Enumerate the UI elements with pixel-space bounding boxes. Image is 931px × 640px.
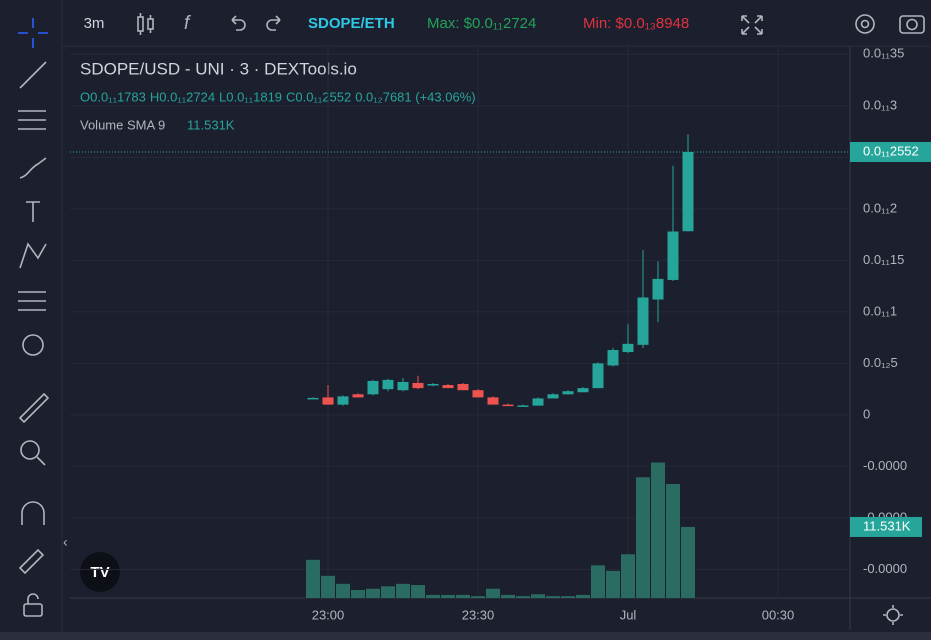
volume-bar — [546, 596, 560, 598]
y-tick-label: 0.0₁₁3 — [863, 97, 897, 112]
interval-button[interactable]: 3m — [84, 15, 105, 32]
candle-body — [307, 397, 319, 400]
indicators-icon[interactable]: f — [184, 13, 191, 34]
y-tick-label: 0.0₁₁35 — [863, 46, 904, 61]
volume-bar — [411, 585, 425, 598]
candles-icon[interactable] — [137, 13, 154, 35]
volume-bar — [681, 526, 695, 598]
x-tick-label: 23:00 — [312, 607, 345, 622]
legend-change: 0.0₁₂7681 (+43.06%) — [355, 89, 475, 104]
y-tick-label: 0.0₁₁2 — [863, 200, 897, 215]
y-tick-label: 0.0₁₁1 — [863, 303, 897, 318]
volume-bar — [351, 589, 365, 598]
legend-symbol: SDOPE/USD - UNI · 3 · DEXTools.io — [80, 59, 357, 78]
candle-body — [427, 384, 439, 386]
volume-bar — [336, 583, 350, 598]
volume-bar — [561, 596, 575, 598]
tv-logo — [80, 552, 120, 592]
volume-box — [850, 516, 922, 537]
x-tick-label: 23:30 — [462, 607, 495, 622]
y-tick-label: -0.0000 — [863, 561, 907, 576]
volume-bar — [651, 462, 665, 598]
candle-body — [472, 390, 484, 398]
y-tick-label: -0.0000 — [863, 458, 907, 473]
tv-logo-text: TV — [90, 564, 109, 581]
candle-body — [517, 405, 529, 407]
volume-bar — [666, 484, 680, 598]
x-tick-label: 00:30 — [762, 607, 795, 622]
collapse-arrow[interactable]: ‹ — [63, 534, 68, 550]
volume-bar — [321, 575, 335, 598]
fullscreen-icon[interactable] — [741, 15, 763, 35]
candle-body — [682, 151, 694, 232]
candle-body — [442, 385, 454, 389]
legend-low: L0.0₁₁1819 — [219, 89, 282, 104]
volume-bar — [396, 583, 410, 598]
volume-bar — [606, 570, 620, 598]
redo-icon[interactable] — [266, 15, 281, 31]
volume-bar — [501, 594, 515, 598]
volume-bar — [591, 565, 605, 598]
pair-link[interactable]: SDOPE/ETH — [308, 15, 395, 32]
crosshair-icon[interactable] — [18, 18, 48, 48]
volume-bar — [426, 594, 440, 598]
candle-body — [487, 397, 499, 405]
min-price: Min: $0.0₁₃8948 — [583, 15, 689, 32]
candle-body — [382, 379, 394, 390]
y-tick-label: 0.0₁₁15 — [863, 252, 904, 267]
bottom-bar — [0, 632, 931, 640]
undo-icon[interactable] — [231, 15, 246, 31]
candle-body — [652, 278, 664, 300]
volume-bar — [516, 596, 530, 598]
candle-body — [607, 350, 619, 366]
candle-body — [322, 397, 334, 405]
screenshot-icon[interactable] — [899, 15, 925, 34]
volume-bar — [471, 596, 485, 598]
candle-body — [337, 396, 349, 405]
volume-bar — [366, 588, 380, 598]
drawing-tools[interactable] — [18, 61, 50, 617]
volume-bar — [441, 594, 455, 598]
last-price-label: 0.0₁₁2552 — [863, 143, 919, 158]
x-tick-label: Jul — [620, 607, 637, 622]
candle-body — [637, 297, 649, 345]
candle-body — [352, 394, 364, 398]
last-price-box — [850, 141, 931, 162]
candle-body — [457, 384, 469, 391]
volume-bar — [621, 554, 635, 598]
volume-bar — [381, 586, 395, 598]
candle-body — [502, 404, 514, 407]
y-tick-label: 0 — [863, 406, 870, 421]
y-tick-label: 0.0₁₂5 — [863, 355, 898, 370]
candle-body — [622, 343, 634, 353]
grid — [70, 44, 850, 598]
candle-body — [367, 380, 379, 395]
volume-bar — [636, 477, 650, 598]
candle-body — [592, 363, 604, 389]
volume-bar — [531, 594, 545, 598]
legend-high: H0.0₁₁2724 — [150, 89, 215, 104]
volume-bar — [486, 588, 500, 598]
volume-bar — [456, 594, 470, 598]
candle-body — [412, 382, 424, 389]
legend-close: C0.0₁₁2552 — [286, 89, 351, 104]
candle-body — [577, 388, 589, 393]
volume-legend-name: Volume SMA 9 — [80, 117, 165, 132]
candle-body — [397, 381, 409, 391]
settings-icon[interactable] — [855, 14, 875, 34]
candle-body — [547, 394, 559, 399]
candle-body — [532, 398, 544, 406]
axis-settings[interactable] — [883, 605, 903, 625]
candle-body — [667, 231, 679, 280]
volume-bar — [306, 559, 320, 598]
volume-label: 11.531K — [863, 518, 911, 533]
volume-bar — [576, 594, 590, 598]
volume-legend-value: 11.531K — [187, 117, 235, 132]
legend-open: O0.0₁₁1783 — [80, 89, 146, 104]
max-price: Max: $0.0₁₁2724 — [427, 15, 536, 32]
candle-body — [562, 391, 574, 395]
